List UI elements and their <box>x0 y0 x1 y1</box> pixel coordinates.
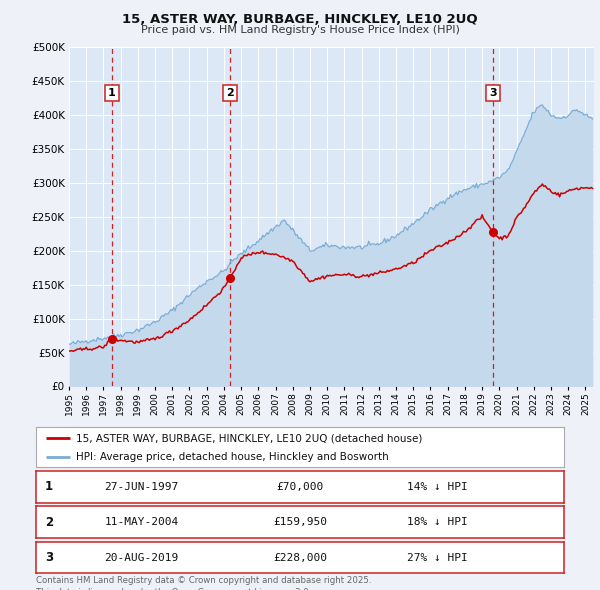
Text: 3: 3 <box>490 88 497 98</box>
Text: 3: 3 <box>45 551 53 564</box>
Text: 2: 2 <box>45 516 53 529</box>
Text: 15, ASTER WAY, BURBAGE, HINCKLEY, LE10 2UQ: 15, ASTER WAY, BURBAGE, HINCKLEY, LE10 2… <box>122 13 478 26</box>
Text: 1: 1 <box>45 480 53 493</box>
Text: 15, ASTER WAY, BURBAGE, HINCKLEY, LE10 2UQ (detached house): 15, ASTER WAY, BURBAGE, HINCKLEY, LE10 2… <box>76 434 422 444</box>
Text: £228,000: £228,000 <box>273 553 327 562</box>
Text: Price paid vs. HM Land Registry's House Price Index (HPI): Price paid vs. HM Land Registry's House … <box>140 25 460 35</box>
Text: 2: 2 <box>226 88 234 98</box>
Text: 27-JUN-1997: 27-JUN-1997 <box>104 482 179 491</box>
Text: 18% ↓ HPI: 18% ↓ HPI <box>407 517 467 527</box>
Text: 14% ↓ HPI: 14% ↓ HPI <box>407 482 467 491</box>
Text: £70,000: £70,000 <box>277 482 323 491</box>
Text: HPI: Average price, detached house, Hinckley and Bosworth: HPI: Average price, detached house, Hinc… <box>76 453 388 462</box>
Text: 27% ↓ HPI: 27% ↓ HPI <box>407 553 467 562</box>
Text: 20-AUG-2019: 20-AUG-2019 <box>104 553 179 562</box>
Text: £159,950: £159,950 <box>273 517 327 527</box>
Text: 1: 1 <box>108 88 116 98</box>
Text: 11-MAY-2004: 11-MAY-2004 <box>104 517 179 527</box>
Text: Contains HM Land Registry data © Crown copyright and database right 2025.
This d: Contains HM Land Registry data © Crown c… <box>36 576 371 590</box>
